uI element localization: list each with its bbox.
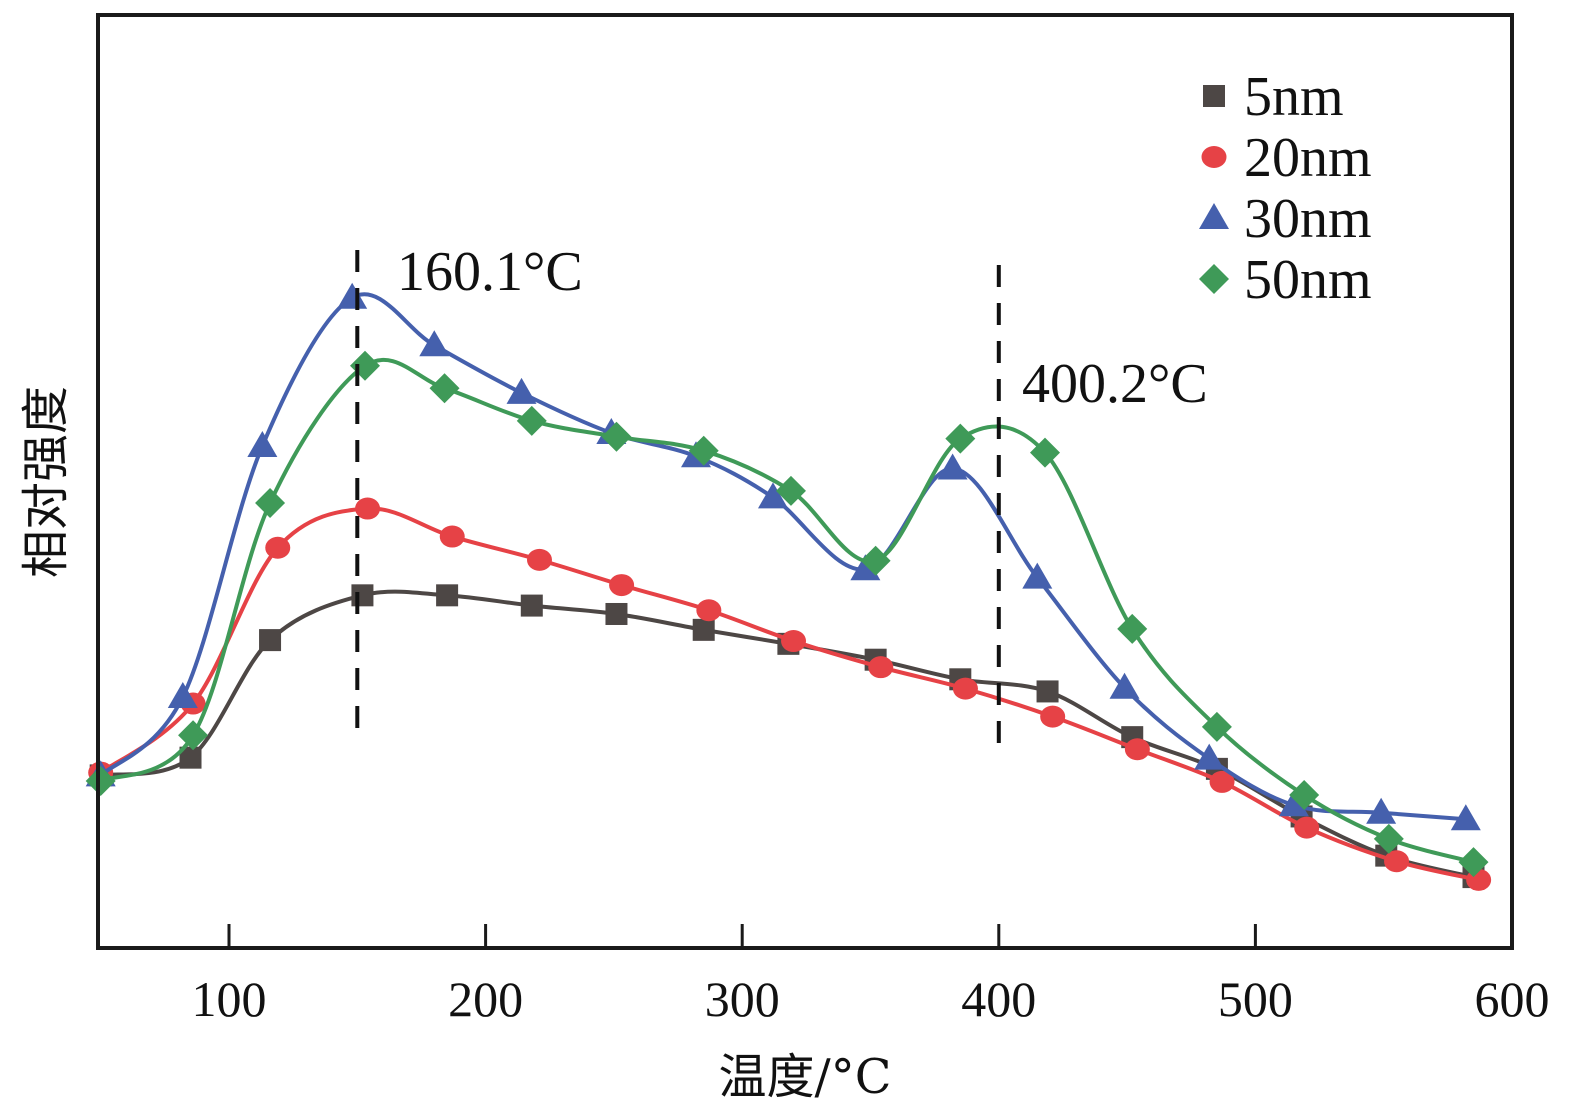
legend-label: 20nm [1244,127,1372,189]
legend-item: 20nm [1201,127,1372,189]
x-axis: 100 200 300 400 500 600 [192,924,1550,1027]
y-axis-title: 相对强度 [18,386,74,578]
data-point-5nm [1036,680,1059,703]
data-point-50nm [1117,613,1148,644]
data-point-5nm [692,618,715,641]
data-point-30nm [337,282,368,309]
data-point-20nm [1384,850,1410,873]
data-point-20nm [526,548,552,571]
x-tick-label: 300 [705,971,780,1027]
legend-marker-5nm [1203,85,1225,107]
annotation-label: 400.2°C [1022,353,1208,415]
x-tick-label: 500 [1218,971,1293,1027]
data-point-50nm [601,421,632,452]
data-point-20nm [439,525,465,548]
data-point-50nm [775,475,806,506]
data-point-50nm [1029,437,1060,468]
series-30nm [85,282,1481,831]
data-point-30nm [1194,743,1225,770]
x-tick-label: 600 [1475,971,1550,1027]
data-point-50nm [516,405,547,436]
plot-frame [96,13,1514,950]
data-point-5nm [605,602,628,625]
annotation-label: 160.1°C [397,241,583,303]
data-point-20nm [1294,816,1320,839]
data-point-50nm [255,487,286,518]
data-point-20nm [781,630,807,653]
legend-label: 5nm [1244,66,1344,128]
data-point-5nm [436,584,459,607]
legend-label: 30nm [1244,188,1372,250]
data-point-5nm [259,629,282,652]
legend-item: 30nm [1199,188,1372,250]
data-point-5nm [520,594,543,617]
data-point-20nm [696,599,722,622]
data-point-20nm [1209,770,1235,793]
series-line-20nm [99,506,1480,882]
legend-marker-50nm [1199,264,1229,294]
x-tick-label: 400 [961,971,1036,1027]
series-line-50nm [99,358,1475,865]
data-point-5nm [179,746,202,769]
annotations: 160.1°C 400.2°C [355,241,1208,750]
data-point-20nm [952,677,978,700]
x-tick-label: 200 [448,971,523,1027]
data-point-30nm [1450,804,1481,831]
legend-item: 50nm [1199,249,1372,311]
legend-item: 5nm [1203,66,1344,128]
data-point-50nm [1373,823,1404,854]
data-point-20nm [1124,738,1150,761]
data-point-30nm [1366,797,1397,824]
data-point-50nm [85,765,116,796]
series-line-30nm [99,292,1466,822]
data-point-50nm [945,423,976,454]
x-axis-title: 温度/°C [719,1049,892,1105]
data-point-50nm [1201,711,1232,742]
data-point-20nm [609,574,635,597]
data-point-50nm [1289,779,1320,810]
series-50nm [85,350,1489,878]
data-point-30nm [1278,790,1309,817]
series-20nm [88,497,1492,891]
data-point-30nm [1022,562,1053,589]
data-point-20nm [265,536,291,559]
data-point-30nm [937,453,968,480]
data-point-30nm [850,554,881,581]
data-point-20nm [868,656,894,679]
data-point-50nm [178,720,209,751]
legend-marker-30nm [1199,203,1229,229]
data-point-50nm [860,545,891,576]
data-point-50nm [688,435,719,466]
data-point-20nm [1040,705,1066,728]
series-5nm [89,584,1485,889]
legend-marker-20nm [1201,146,1227,168]
x-tick-label: 100 [192,971,267,1027]
data-point-30nm [757,482,788,509]
data-point-50nm [429,373,460,404]
data-point-30nm [419,330,450,357]
data-point-30nm [167,682,198,709]
data-point-5nm [351,584,374,607]
data-point-50nm [1458,847,1489,878]
data-point-20nm [355,497,381,520]
plot-area [85,282,1492,891]
legend-label: 50nm [1244,249,1372,311]
data-point-30nm [1109,672,1140,699]
data-point-30nm [247,431,278,458]
data-point-30nm [506,377,537,404]
